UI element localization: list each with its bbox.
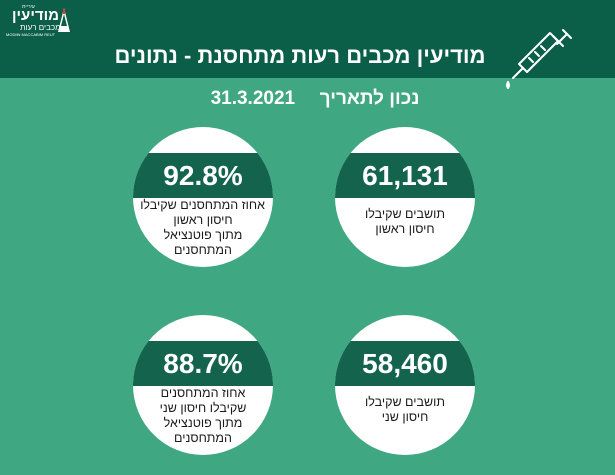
caption-line: המתחסנים (174, 243, 232, 257)
stat-caption: אחוז המתחסנים שקיבלו חיסון שני מתוך פוטנ… (141, 386, 265, 446)
logo-sub-text: מכבים רעות (20, 23, 61, 32)
logo-mountain-icon (58, 8, 70, 32)
caption-line: המתחסנים (174, 431, 232, 445)
caption-line: אחוז המתחסנים (160, 386, 246, 400)
stat-caption: אחוז המתחסנים שקיבלו חיסון ראשון מתוך פו… (140, 198, 265, 258)
logo-tiny-text: MODIIN MACCABIM REUT (6, 32, 56, 37)
stat-value: 61,131 (362, 160, 448, 191)
logo-top-text: עיריית (22, 4, 35, 10)
caption-line: אחוז המתחסנים שקיבלו (140, 198, 265, 212)
stat-caption: תושבים שקיבלו חיסון שני (343, 395, 467, 425)
caption-line: תושבים שקיבלו (364, 207, 446, 221)
date-label: נכון לתאריך (319, 88, 420, 109)
caption-line: שקיבלו חיסון שני (159, 401, 247, 415)
caption-line: מתוך פוטנציאל (163, 416, 243, 430)
page-title: מודיעין מכבים רעות מתחסנת - נתונים (114, 43, 486, 68)
city-logo[interactable]: עיריית מודיעין מכבים רעות MODIIN MACCABI… (4, 4, 74, 38)
stat-band (335, 341, 475, 386)
stat-first-dose-percent: 92.8% אחוז המתחסנים שקיבלו חיסון ראשון מ… (133, 127, 273, 267)
header-bar: עיריית מודיעין מכבים רעות MODIIN MACCABI… (0, 0, 615, 78)
stat-second-dose-residents: 58,460 תושבים שקיבלו חיסון שני (335, 315, 475, 455)
caption-line: חיסון שני (381, 410, 429, 424)
stat-band (335, 153, 475, 198)
caption-line: תושבים שקיבלו (364, 395, 446, 409)
stat-band (133, 153, 273, 198)
caption-line: חיסון ראשון (375, 222, 435, 236)
stat-first-dose-residents: 61,131 תושבים שקיבלו חיסון ראשון (335, 127, 475, 267)
stat-value: 58,460 (362, 348, 448, 379)
date-value: 31.3.2021 (210, 88, 296, 109)
stat-caption: תושבים שקיבלו חיסון ראשון (343, 207, 467, 237)
stat-value: 88.7% (163, 348, 243, 379)
stat-band (133, 341, 273, 386)
logo-main-text: מודיעין (12, 7, 59, 24)
caption-line: חיסון ראשון (173, 213, 233, 227)
syringe-icon (506, 29, 572, 89)
caption-line: מתוך פוטנציאל (163, 228, 243, 242)
stat-second-dose-percent: 88.7% אחוז המתחסנים שקיבלו חיסון שני מתו… (133, 315, 273, 455)
stat-value: 92.8% (163, 160, 243, 191)
date-line: נכון לתאריך 31.3.2021 (150, 84, 480, 114)
